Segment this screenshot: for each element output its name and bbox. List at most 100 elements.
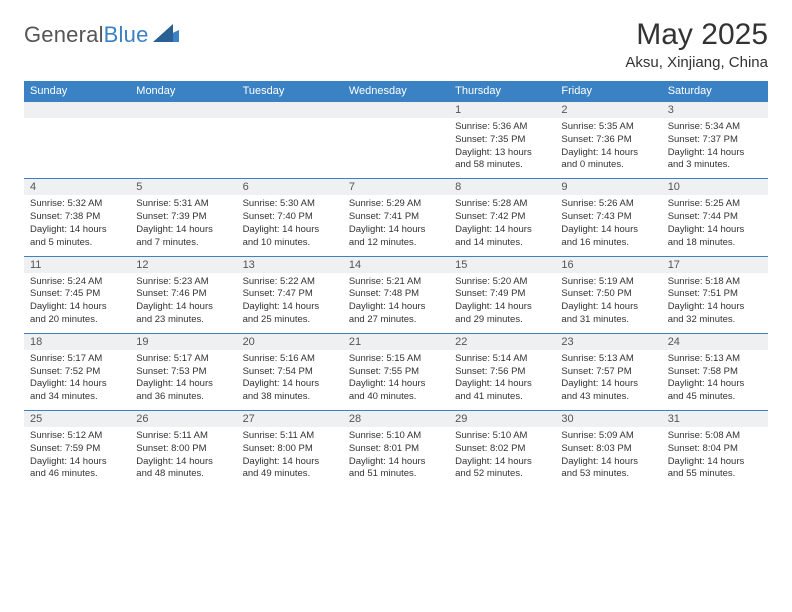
sunset-text: Sunset: 7:42 PM — [455, 211, 549, 224]
day-content-row: Sunrise: 5:36 AMSunset: 7:35 PMDaylight:… — [24, 118, 768, 179]
sunset-text: Sunset: 7:52 PM — [30, 366, 124, 379]
location-label: Aksu, Xinjiang, China — [625, 54, 768, 71]
day-number: 27 — [237, 411, 343, 428]
day-number: 15 — [449, 256, 555, 273]
empty-day-cell — [130, 118, 236, 179]
day-number: 2 — [555, 102, 661, 119]
brand-logo: GeneralBlue — [24, 18, 179, 48]
sunset-text: Sunset: 7:48 PM — [349, 288, 443, 301]
day-number: 13 — [237, 256, 343, 273]
sunrise-text: Sunrise: 5:29 AM — [349, 198, 443, 211]
sunrise-text: Sunrise: 5:09 AM — [561, 430, 655, 443]
daylight-text: Daylight: 14 hours and 29 minutes. — [455, 301, 549, 327]
sunset-text: Sunset: 7:39 PM — [136, 211, 230, 224]
sunrise-text: Sunrise: 5:15 AM — [349, 353, 443, 366]
sunset-text: Sunset: 7:45 PM — [30, 288, 124, 301]
weekday-header: Friday — [555, 81, 661, 102]
sunset-text: Sunset: 7:55 PM — [349, 366, 443, 379]
day-cell: Sunrise: 5:11 AMSunset: 8:00 PMDaylight:… — [130, 427, 236, 487]
day-number: 6 — [237, 179, 343, 196]
sunset-text: Sunset: 7:50 PM — [561, 288, 655, 301]
daylight-text: Daylight: 14 hours and 7 minutes. — [136, 224, 230, 250]
sunrise-text: Sunrise: 5:17 AM — [136, 353, 230, 366]
day-number: 16 — [555, 256, 661, 273]
day-cell: Sunrise: 5:23 AMSunset: 7:46 PMDaylight:… — [130, 273, 236, 334]
day-number: 18 — [24, 333, 130, 350]
day-cell: Sunrise: 5:13 AMSunset: 7:58 PMDaylight:… — [662, 350, 768, 411]
day-number: 1 — [449, 102, 555, 119]
empty-daynum — [130, 102, 236, 119]
daynum-row: 11121314151617 — [24, 256, 768, 273]
day-cell: Sunrise: 5:22 AMSunset: 7:47 PMDaylight:… — [237, 273, 343, 334]
day-number: 25 — [24, 411, 130, 428]
sunrise-text: Sunrise: 5:36 AM — [455, 121, 549, 134]
weekday-header: Thursday — [449, 81, 555, 102]
day-number: 26 — [130, 411, 236, 428]
day-number: 17 — [662, 256, 768, 273]
sunset-text: Sunset: 7:46 PM — [136, 288, 230, 301]
sunset-text: Sunset: 7:38 PM — [30, 211, 124, 224]
day-cell: Sunrise: 5:12 AMSunset: 7:59 PMDaylight:… — [24, 427, 130, 487]
day-cell: Sunrise: 5:10 AMSunset: 8:01 PMDaylight:… — [343, 427, 449, 487]
sunset-text: Sunset: 7:56 PM — [455, 366, 549, 379]
day-number: 9 — [555, 179, 661, 196]
brand-mark-icon — [153, 24, 179, 47]
daylight-text: Daylight: 14 hours and 12 minutes. — [349, 224, 443, 250]
sunset-text: Sunset: 7:58 PM — [668, 366, 762, 379]
day-cell: Sunrise: 5:08 AMSunset: 8:04 PMDaylight:… — [662, 427, 768, 487]
day-cell: Sunrise: 5:25 AMSunset: 7:44 PMDaylight:… — [662, 195, 768, 256]
sunrise-text: Sunrise: 5:34 AM — [668, 121, 762, 134]
sunrise-text: Sunrise: 5:16 AM — [243, 353, 337, 366]
daylight-text: Daylight: 14 hours and 16 minutes. — [561, 224, 655, 250]
sunrise-text: Sunrise: 5:14 AM — [455, 353, 549, 366]
sunrise-text: Sunrise: 5:30 AM — [243, 198, 337, 211]
daylight-text: Daylight: 14 hours and 32 minutes. — [668, 301, 762, 327]
sunrise-text: Sunrise: 5:23 AM — [136, 276, 230, 289]
daylight-text: Daylight: 14 hours and 5 minutes. — [30, 224, 124, 250]
daylight-text: Daylight: 14 hours and 31 minutes. — [561, 301, 655, 327]
calendar-table: SundayMondayTuesdayWednesdayThursdayFrid… — [24, 81, 768, 487]
daylight-text: Daylight: 14 hours and 18 minutes. — [668, 224, 762, 250]
day-number: 28 — [343, 411, 449, 428]
day-cell: Sunrise: 5:32 AMSunset: 7:38 PMDaylight:… — [24, 195, 130, 256]
daylight-text: Daylight: 14 hours and 41 minutes. — [455, 378, 549, 404]
day-number: 5 — [130, 179, 236, 196]
day-cell: Sunrise: 5:28 AMSunset: 7:42 PMDaylight:… — [449, 195, 555, 256]
daylight-text: Daylight: 14 hours and 27 minutes. — [349, 301, 443, 327]
sunset-text: Sunset: 7:57 PM — [561, 366, 655, 379]
sunrise-text: Sunrise: 5:31 AM — [136, 198, 230, 211]
day-cell: Sunrise: 5:36 AMSunset: 7:35 PMDaylight:… — [449, 118, 555, 179]
brand-right: Blue — [104, 22, 149, 47]
day-cell: Sunrise: 5:17 AMSunset: 7:53 PMDaylight:… — [130, 350, 236, 411]
empty-daynum — [237, 102, 343, 119]
sunrise-text: Sunrise: 5:28 AM — [455, 198, 549, 211]
day-number: 8 — [449, 179, 555, 196]
day-content-row: Sunrise: 5:17 AMSunset: 7:52 PMDaylight:… — [24, 350, 768, 411]
weekday-header: Wednesday — [343, 81, 449, 102]
daylight-text: Daylight: 14 hours and 45 minutes. — [668, 378, 762, 404]
daylight-text: Daylight: 13 hours and 58 minutes. — [455, 147, 549, 173]
sunset-text: Sunset: 8:03 PM — [561, 443, 655, 456]
day-cell: Sunrise: 5:15 AMSunset: 7:55 PMDaylight:… — [343, 350, 449, 411]
sunset-text: Sunset: 8:02 PM — [455, 443, 549, 456]
empty-daynum — [343, 102, 449, 119]
sunrise-text: Sunrise: 5:08 AM — [668, 430, 762, 443]
empty-daynum — [24, 102, 130, 119]
title-block: May 2025 Aksu, Xinjiang, China — [625, 18, 768, 71]
day-number: 24 — [662, 333, 768, 350]
day-number: 23 — [555, 333, 661, 350]
daylight-text: Daylight: 14 hours and 51 minutes. — [349, 456, 443, 482]
sunset-text: Sunset: 7:47 PM — [243, 288, 337, 301]
weekday-header: Tuesday — [237, 81, 343, 102]
daylight-text: Daylight: 14 hours and 25 minutes. — [243, 301, 337, 327]
daylight-text: Daylight: 14 hours and 14 minutes. — [455, 224, 549, 250]
day-content-row: Sunrise: 5:12 AMSunset: 7:59 PMDaylight:… — [24, 427, 768, 487]
day-number: 4 — [24, 179, 130, 196]
sunset-text: Sunset: 7:53 PM — [136, 366, 230, 379]
daylight-text: Daylight: 14 hours and 43 minutes. — [561, 378, 655, 404]
sunrise-text: Sunrise: 5:19 AM — [561, 276, 655, 289]
day-cell: Sunrise: 5:34 AMSunset: 7:37 PMDaylight:… — [662, 118, 768, 179]
daylight-text: Daylight: 14 hours and 36 minutes. — [136, 378, 230, 404]
sunrise-text: Sunrise: 5:20 AM — [455, 276, 549, 289]
daylight-text: Daylight: 14 hours and 34 minutes. — [30, 378, 124, 404]
